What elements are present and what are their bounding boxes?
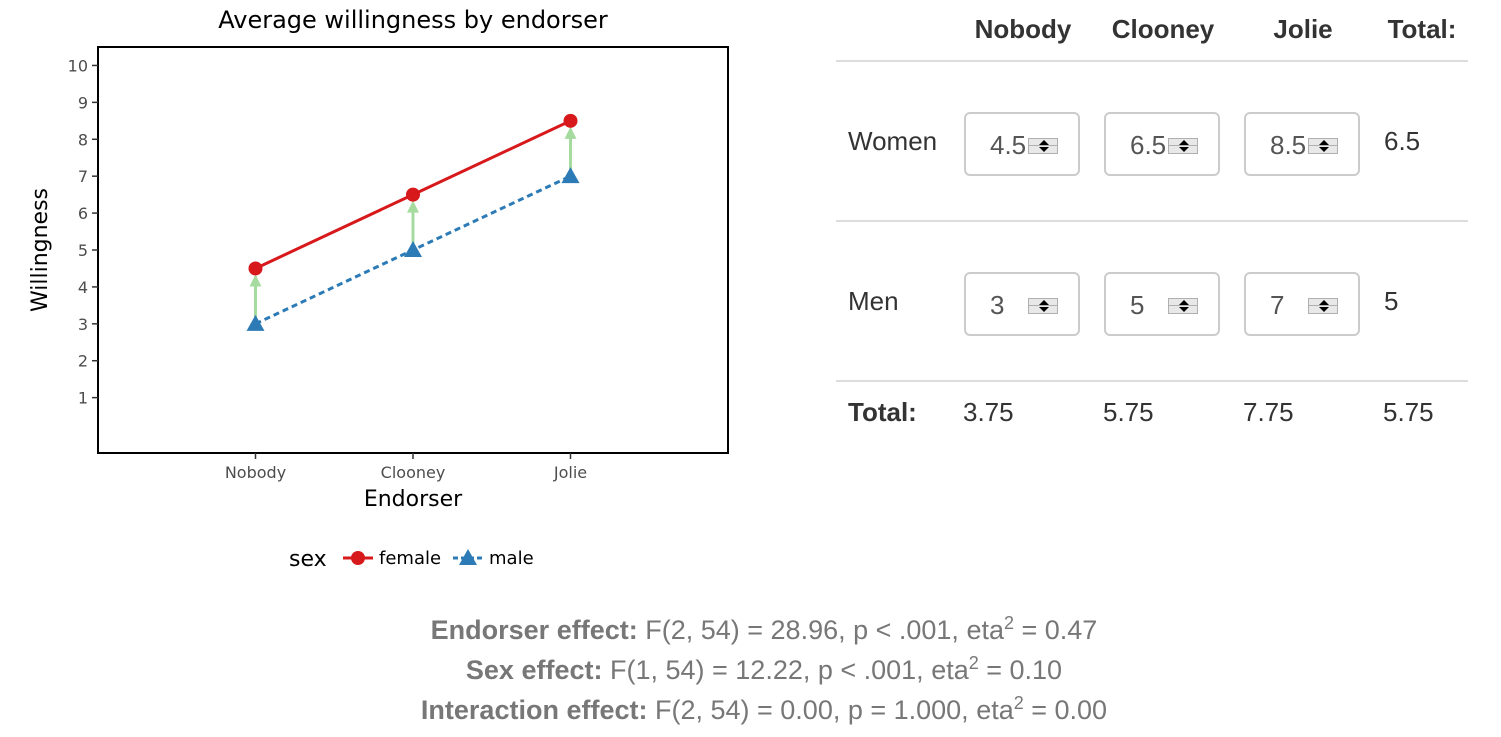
total-row-label: Total: xyxy=(848,397,917,427)
men-nobody-value: 3 xyxy=(990,290,1005,320)
men-jolie-input[interactable]: 7 xyxy=(1244,272,1360,336)
data-point-male xyxy=(246,314,265,331)
column-header-nobody: Nobody xyxy=(974,14,1072,44)
x-tick-label: Clooney xyxy=(381,463,446,482)
spinner-arrows-icon[interactable] xyxy=(1308,138,1338,154)
difference-arrowhead xyxy=(249,274,262,287)
endorser-effect-sup: 2 xyxy=(1003,613,1014,633)
data-point-male xyxy=(561,167,580,184)
interaction-effect-sup: 2 xyxy=(1013,693,1024,713)
women-nobody-value: 4.5 xyxy=(990,130,1027,160)
data-point-female xyxy=(248,261,263,276)
difference-arrowhead xyxy=(407,200,419,213)
women-jolie-value: 8.5 xyxy=(1270,130,1307,160)
total-grand: 5.75 xyxy=(1383,397,1434,427)
sex-effect-sup: 2 xyxy=(968,653,979,673)
women-clooney-input[interactable]: 6.5 xyxy=(1104,112,1220,176)
chart-title: Average willingness by endorser xyxy=(218,6,608,34)
y-tick-label: 10 xyxy=(68,56,88,75)
y-tick-label: 5 xyxy=(78,241,88,260)
interaction-effect-stats: F(2, 54) = 0.00, p = 1.000, eta xyxy=(654,695,1014,725)
interaction-effect-label: Interaction effect: xyxy=(420,695,648,725)
interaction-effect-line: Interaction effect: F(2, 54) = 0.00, p =… xyxy=(0,690,1501,730)
spinner-arrows-icon[interactable] xyxy=(1168,138,1198,154)
y-tick-label: 4 xyxy=(78,278,88,297)
y-tick-label: 1 xyxy=(78,389,88,408)
spinner-arrows-icon[interactable] xyxy=(1308,298,1338,314)
y-tick-label: 2 xyxy=(78,352,88,371)
spinner-arrows-icon[interactable] xyxy=(1168,298,1198,314)
column-header-clooney: Clooney xyxy=(1111,14,1215,44)
sex-effect-eta: = 0.10 xyxy=(978,655,1063,685)
women-clooney-value: 6.5 xyxy=(1130,130,1167,160)
men-clooney-value: 5 xyxy=(1130,290,1145,320)
y-tick-label: 6 xyxy=(78,204,88,223)
difference-arrowhead xyxy=(564,126,577,139)
y-tick-label: 3 xyxy=(78,315,88,334)
table-divider xyxy=(836,220,1468,222)
spinner-arrows-icon[interactable] xyxy=(1028,138,1058,154)
women-row-total: 6.5 xyxy=(1384,126,1421,156)
interaction-chart: Average willingness by endorser 1 2 3 4 5 6 7 8… xyxy=(28,6,729,572)
column-header-total: Total: xyxy=(1387,14,1457,44)
men-nobody-input[interactable]: 3 xyxy=(964,272,1080,336)
total-clooney: 5.75 xyxy=(1103,397,1154,427)
x-tick-label: Nobody xyxy=(225,463,286,482)
row-label-women: Women xyxy=(848,126,938,156)
endorser-effect-label: Endorser effect: xyxy=(430,615,638,645)
legend-key-marker-female xyxy=(351,551,365,565)
total-nobody: 3.75 xyxy=(963,397,1014,427)
legend-label-male: male xyxy=(489,548,534,569)
interaction-effect-eta: = 0.00 xyxy=(1023,695,1108,725)
table-divider xyxy=(836,380,1468,382)
legend: sex female male xyxy=(289,547,534,572)
y-axis-title: Willingness xyxy=(28,188,53,312)
spinner-arrows-icon[interactable] xyxy=(1028,298,1058,314)
column-header-jolie: Jolie xyxy=(1273,14,1333,44)
y-tick-label: 8 xyxy=(78,130,88,149)
men-jolie-value: 7 xyxy=(1270,290,1285,320)
endorser-effect-eta: = 0.47 xyxy=(1014,615,1098,645)
y-tick-label: 7 xyxy=(78,167,88,186)
x-axis-title: Endorser xyxy=(364,487,463,512)
women-nobody-input[interactable]: 4.5 xyxy=(964,112,1080,176)
endorser-effect-line: Endorser effect: F(2, 54) = 28.96, p < .… xyxy=(0,610,1501,650)
women-jolie-input[interactable]: 8.5 xyxy=(1244,112,1360,176)
men-clooney-input[interactable]: 5 xyxy=(1104,272,1220,336)
men-row-total: 5 xyxy=(1384,286,1399,316)
sex-effect-label: Sex effect: xyxy=(465,655,603,685)
legend-title: sex xyxy=(289,547,327,572)
sex-effect-line: Sex effect: F(1, 54) = 12.22, p < .001, … xyxy=(0,650,1501,690)
endorser-effect-stats: F(2, 54) = 28.96, p < .001, eta xyxy=(645,615,1004,645)
means-table: Nobody Clooney Jolie Total: Women 4.5 6.… xyxy=(836,0,1468,440)
sex-effect-stats: F(1, 54) = 12.22, p < .001, eta xyxy=(609,655,969,685)
legend-key-marker-male xyxy=(459,549,477,565)
data-point-female xyxy=(406,187,420,202)
x-tick-label: Jolie xyxy=(553,463,587,482)
anova-effects: Endorser effect: F(2, 54) = 28.96, p < .… xyxy=(0,610,1501,730)
row-label-men: Men xyxy=(848,286,899,316)
data-point-male xyxy=(404,241,422,257)
y-tick-label: 9 xyxy=(78,93,88,112)
table-divider xyxy=(836,60,1468,62)
legend-label-female: female xyxy=(379,548,441,569)
data-point-female xyxy=(563,113,578,128)
total-jolie: 7.75 xyxy=(1243,397,1294,427)
